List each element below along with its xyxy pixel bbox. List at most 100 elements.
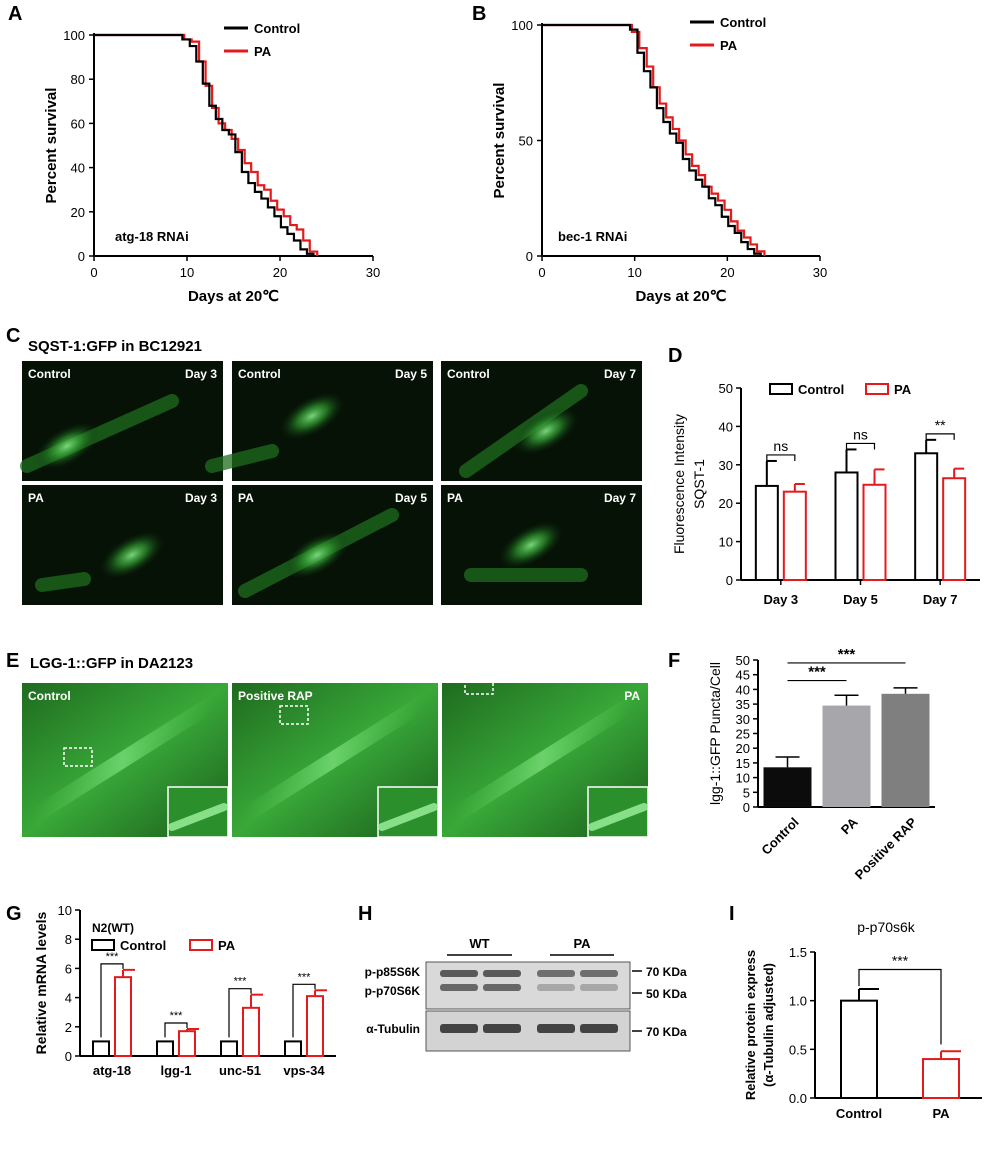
x-tick-label: atg-18 <box>93 1063 131 1078</box>
group-label: WT <box>469 936 489 951</box>
band-p85s6k <box>537 970 575 977</box>
legend-swatch <box>189 939 213 951</box>
x-tick-label: 20 <box>273 265 287 280</box>
x-tick-label: Day 5 <box>843 592 878 607</box>
significance-label: *** <box>808 664 826 681</box>
panel-e-tiles: Control Positive RAP PA <box>22 675 649 838</box>
significance-label: *** <box>170 1010 184 1022</box>
bar-pa <box>114 976 132 1057</box>
band-p70s6k <box>580 984 618 991</box>
survival-curve-control <box>542 23 762 256</box>
panel-letter-f: F <box>668 650 680 672</box>
x-tick-label: 10 <box>180 265 194 280</box>
y-tick-label: 50 <box>519 134 533 149</box>
chart-d: 0 10 20 30 40 50 Fluorescence Intensity SQST-1 n… <box>671 381 980 607</box>
micrograph-tile: Control Day 5 <box>205 361 433 481</box>
bar-control <box>92 1040 110 1058</box>
tile-condition-label: PA <box>624 689 640 703</box>
y-axis-label: Relative protein express <box>743 950 758 1100</box>
bar-control <box>156 1040 174 1058</box>
y-tick-label: 2 <box>65 1020 72 1035</box>
row-label: p-p85S6K <box>365 965 421 979</box>
bar-pa <box>862 483 887 582</box>
bar <box>881 693 930 807</box>
significance-bracket <box>845 442 876 450</box>
tile-day-label: Day 3 <box>185 491 217 505</box>
x-tick-label: 10 <box>627 265 641 280</box>
marker-label: 70 KDa <box>646 965 687 979</box>
y-tick-label: 1.5 <box>789 945 807 960</box>
worm-glow <box>99 531 165 579</box>
legend-label: PA <box>720 38 738 53</box>
tile-day-label: Day 5 <box>395 491 427 505</box>
y-tick-label: 20 <box>71 205 85 220</box>
panel-c-tiles: Control Day 3 Control Day 5 Control Day 7 PA Da… <box>20 361 642 605</box>
band-tubulin <box>537 1024 575 1033</box>
bar-pa <box>782 490 807 581</box>
y-axis-label: Percent survival <box>491 83 508 199</box>
x-tick-label: vps-34 <box>283 1063 325 1078</box>
tile-condition-label: Control <box>28 367 71 381</box>
y-axis-label: SQST-1 <box>691 459 707 509</box>
y-tick-label: 100 <box>511 18 533 33</box>
panel-letter-d: D <box>668 345 682 367</box>
significance-label: *** <box>106 951 120 963</box>
tile-condition-label: Control <box>238 367 281 381</box>
significance-label: *** <box>234 976 248 988</box>
significance-bracket <box>164 1022 188 1038</box>
chart-i: 0.0 0.5 1.0 1.5 Relative protein express (α-T… <box>743 919 982 1121</box>
y-tick-label: 20 <box>736 741 750 756</box>
bar <box>840 999 878 1100</box>
panel-b-annotation: bec-1 RNAi <box>558 229 627 244</box>
panel-letter-b: B <box>472 3 486 25</box>
chart-a: 0 20 40 60 80 100 0 10 20 30 Days at 20℃ Percent su… <box>43 21 380 305</box>
tile-condition-label: Control <box>28 689 71 703</box>
y-tick-label: 0.0 <box>789 1091 807 1106</box>
y-tick-label: 0 <box>726 573 733 588</box>
western-blot: WT PA p-p85S6K p-p70S6K α-Tubulin 70 KDa 50 KD… <box>365 936 687 1052</box>
y-tick-label: 60 <box>71 116 85 131</box>
y-tick-label: 8 <box>65 932 72 947</box>
row-label: α-Tubulin <box>366 1022 420 1036</box>
bar-control <box>754 484 779 582</box>
y-tick-label: 30 <box>736 712 750 727</box>
zoom-inset-detail <box>378 803 438 831</box>
panel-d-sqst1-bars: D 0 10 20 30 40 50 Fluorescence Intensity SQST-… <box>668 345 980 607</box>
band-p70s6k <box>440 984 478 991</box>
panel-letter-i: I <box>729 903 735 925</box>
zoom-inset-detail <box>168 803 228 831</box>
y-tick-label: 20 <box>719 496 733 511</box>
significance-bracket <box>858 968 942 1045</box>
bar-pa <box>242 1006 260 1058</box>
panel-i-protein-bars: I 0.0 0.5 1.0 1.5 Relative protein express (α… <box>729 903 982 1121</box>
panel-a-annotation: atg-18 RNAi <box>115 229 189 244</box>
tile-day-label: Day 7 <box>604 491 636 505</box>
legend-label: PA <box>218 938 236 953</box>
group-label: PA <box>573 936 591 951</box>
y-tick-label: 100 <box>63 28 85 43</box>
y-tick-label: 0 <box>526 249 533 264</box>
significance-label: *** <box>892 953 909 969</box>
bar-pa <box>306 995 324 1058</box>
zoom-inset-detail <box>588 803 648 831</box>
tile-condition-label: Control <box>447 367 490 381</box>
bar-control <box>834 471 859 582</box>
tile-day-label: Day 7 <box>604 367 636 381</box>
panel-letter-e: E <box>6 650 19 672</box>
worm-body <box>205 444 279 473</box>
panel-g-mrna-bars: G 0 2 4 6 8 10 Relative mRNA levels N2(WT) *** at… <box>6 903 336 1078</box>
significance-label: *** <box>838 646 856 663</box>
y-tick-label: 15 <box>736 756 750 771</box>
x-tick-label: Control <box>836 1106 882 1121</box>
panel-b-survival-bec1: B 0 50 100 0 10 20 30 Days at 20℃ Percent surviv… <box>472 3 827 305</box>
worm-body <box>234 695 431 825</box>
panel-e-lgg1-images: E LGG-1::GFP in DA2123 Control Positive R… <box>6 650 649 838</box>
panel-c-sqst1-images: C SQST-1:GFP in BC12921 Control Day 3 Cont… <box>6 325 642 605</box>
y-tick-label: 5 <box>743 785 750 800</box>
significance-label: ns <box>773 438 788 454</box>
bar <box>763 767 812 807</box>
y-tick-label: 10 <box>719 535 733 550</box>
bar-control <box>914 452 939 581</box>
zoom-region-box <box>279 705 309 725</box>
